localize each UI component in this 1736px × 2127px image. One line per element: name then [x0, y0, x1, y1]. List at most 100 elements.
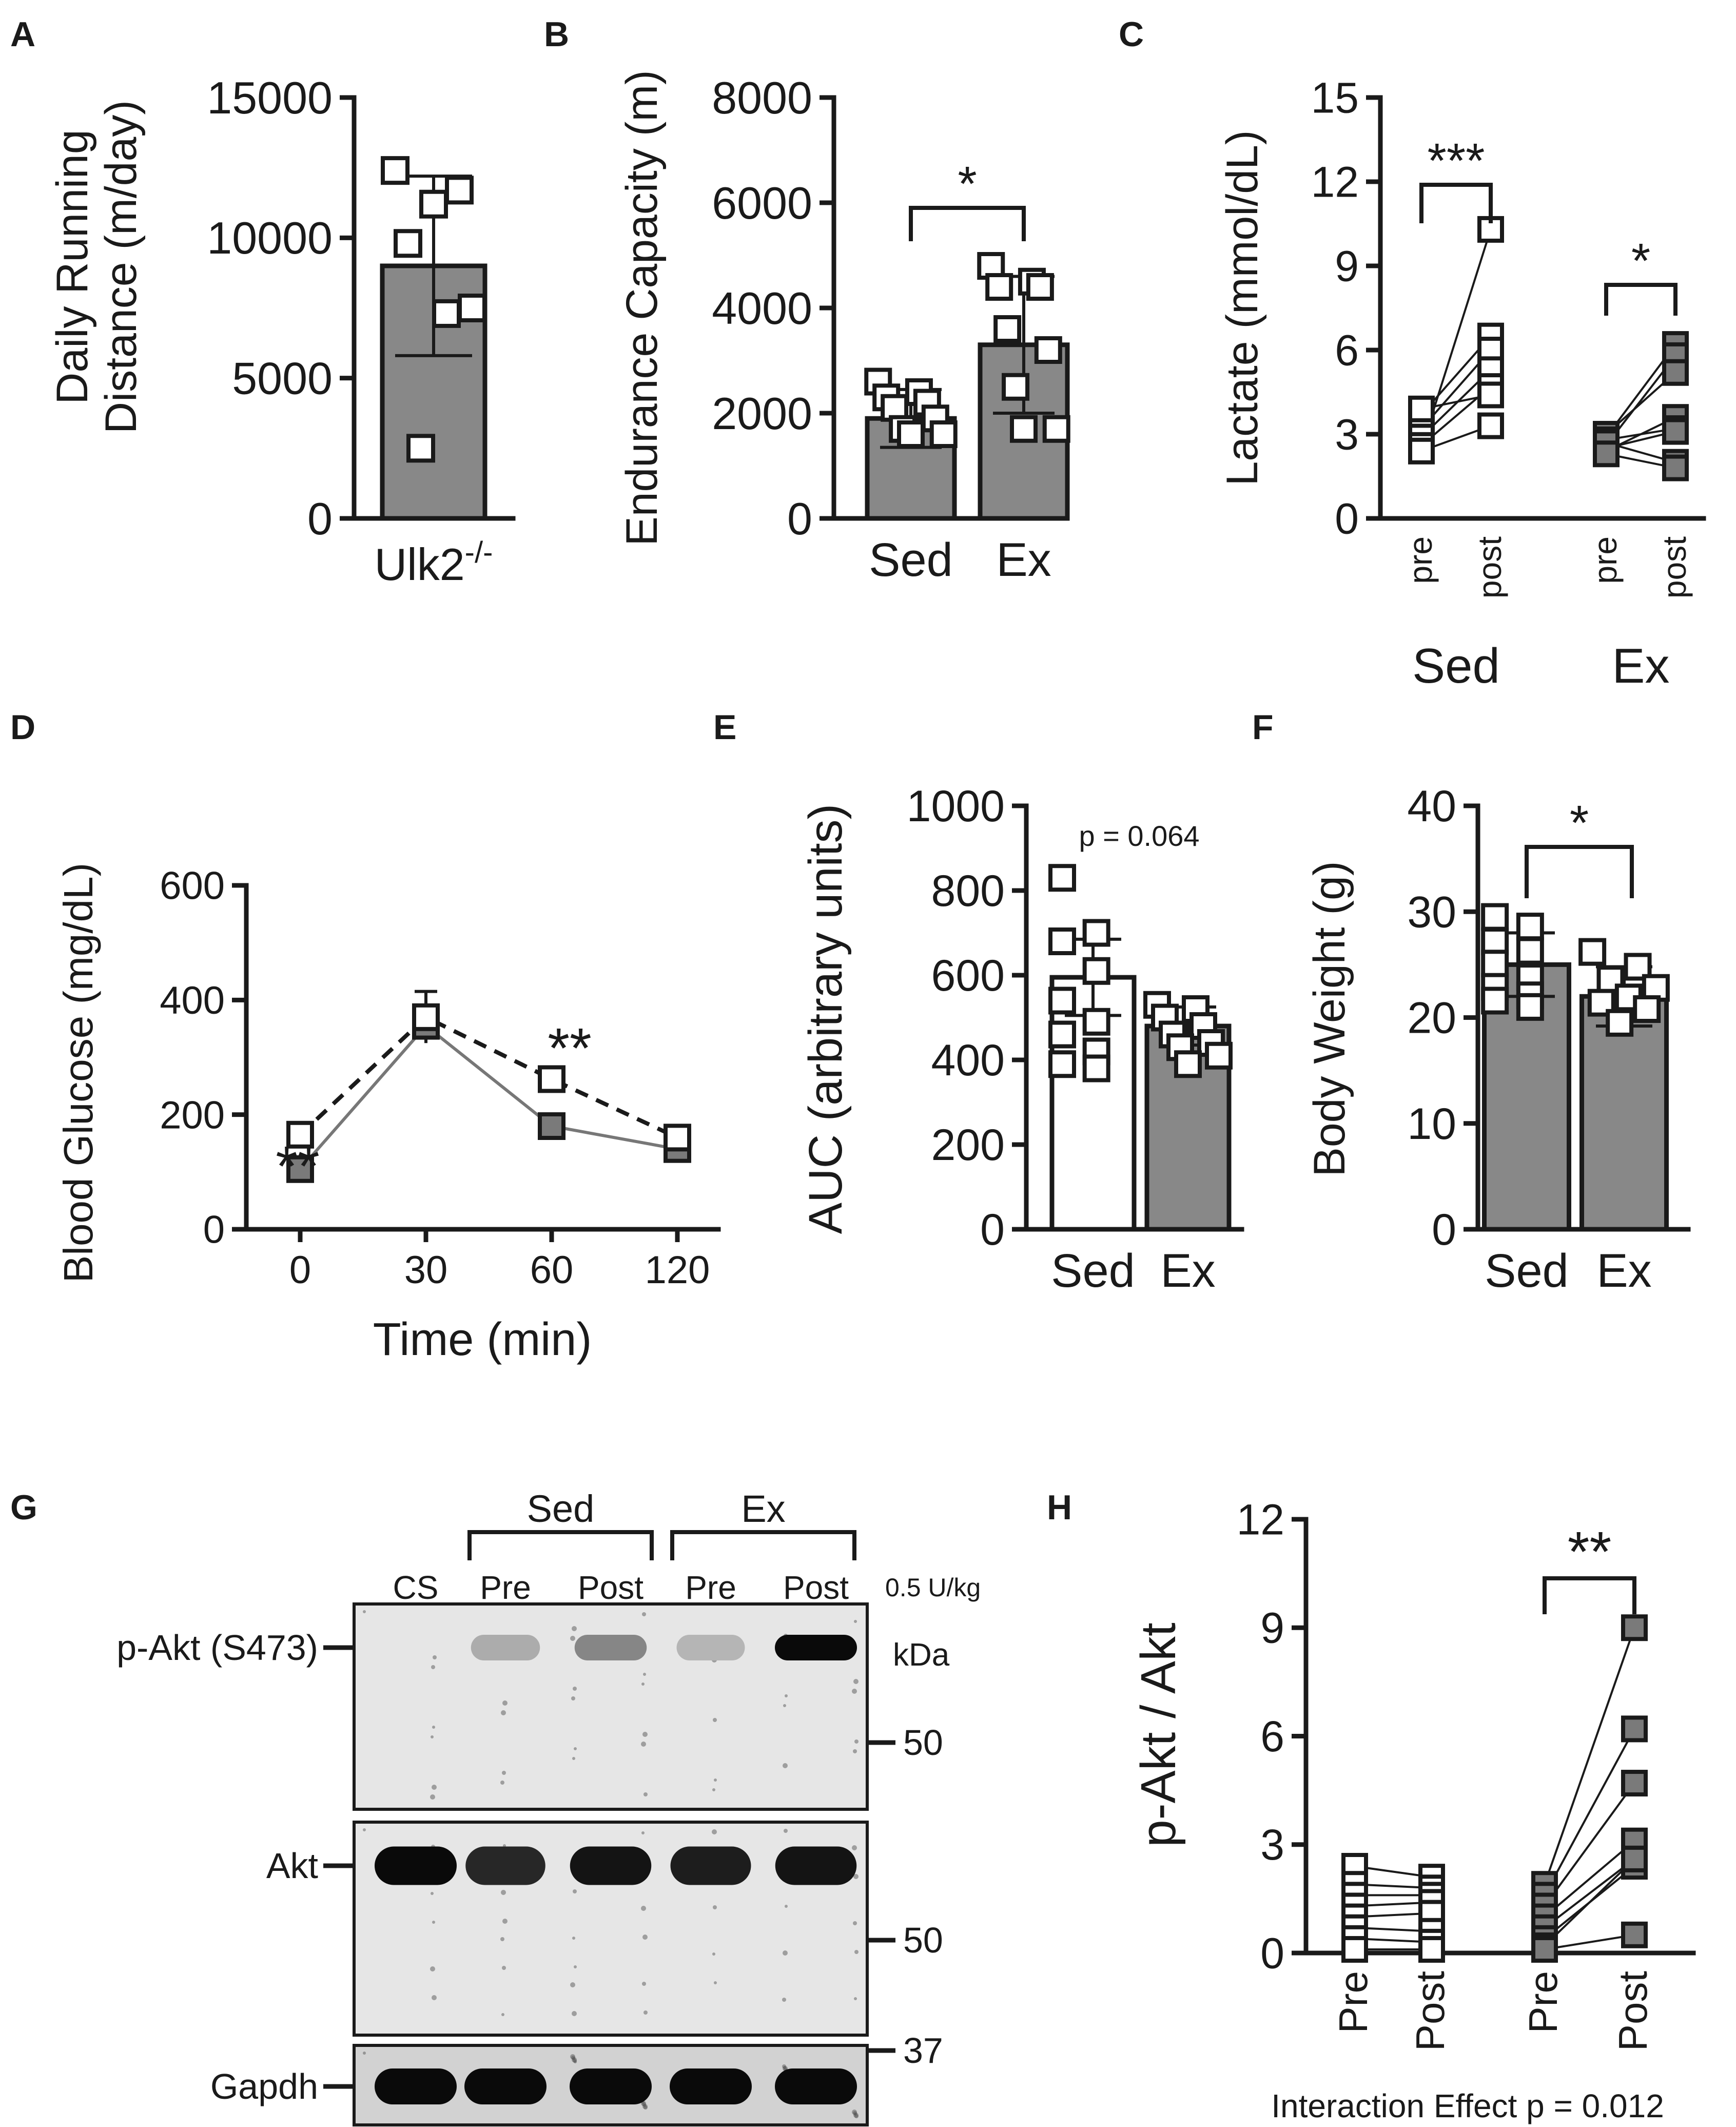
- panelF-y-tick-label: 10: [1407, 1099, 1456, 1149]
- blot-speckle: [785, 1905, 788, 1908]
- blot-speckle: [363, 1610, 366, 1613]
- panel-label-h: H: [1047, 1488, 1072, 1527]
- panelC-y-tick-label: 3: [1335, 410, 1359, 458]
- blot-speckle: [712, 1952, 715, 1956]
- blot-speckle: [713, 1905, 717, 1909]
- panelE-data-point: [1048, 927, 1076, 955]
- blot-speckle: [572, 1757, 575, 1760]
- panelE-y-tick-label: 200: [931, 1120, 1005, 1170]
- panelH-x-tick-label: Post: [1408, 1971, 1453, 2051]
- panelC-data-point: [1477, 412, 1504, 439]
- panelD-y-label: Blood Glucose (mg/dL): [55, 863, 101, 1283]
- panelE-data-point: [1205, 1041, 1233, 1070]
- panelH-data-point: [1621, 1770, 1648, 1797]
- blot-band: [775, 2068, 857, 2104]
- panelE-y-tick-label: 600: [931, 951, 1005, 1000]
- panelB-x-tick-label: Ex: [996, 534, 1051, 586]
- panelD-significance-label: **: [276, 1135, 320, 1198]
- blot-speckle: [783, 1763, 788, 1768]
- panelH-x-tick-label: Post: [1610, 1971, 1655, 2051]
- panelF-x-tick-label: Ex: [1596, 1245, 1651, 1297]
- panelB-data-point: [1026, 273, 1054, 301]
- panelD-significance-label: **: [548, 1017, 592, 1080]
- blot-speckle: [500, 1781, 504, 1785]
- panelH-significance-label: **: [1568, 1520, 1612, 1583]
- panelB-x-tick-label: Sed: [869, 534, 953, 586]
- blot-speckle: [641, 1683, 645, 1686]
- blot-speckle: [572, 2011, 577, 2016]
- blot-speckle: [853, 1921, 857, 1925]
- blot-speckle: [500, 1937, 504, 1941]
- blot-speckle: [501, 2013, 504, 2016]
- panelD-data-point: [286, 1155, 314, 1183]
- blot-speckle: [853, 1874, 859, 1879]
- blot-speckle: [430, 1794, 435, 1800]
- blot-speckle: [572, 1937, 575, 1940]
- blot-speckle: [854, 1997, 857, 2000]
- panelA-data-point: [458, 294, 486, 322]
- blot-speckle: [784, 1829, 788, 1833]
- panelA-x-label-base: Ulk2: [375, 539, 465, 590]
- blot-marker-label: 50: [903, 1920, 943, 1960]
- blot-speckle: [642, 1732, 648, 1737]
- blot-band: [676, 1635, 745, 1660]
- blot-row-label: p-Akt (S473): [116, 1628, 318, 1668]
- panelC-data-point: [1593, 440, 1620, 468]
- panelF-data-point: [1481, 903, 1509, 931]
- western-blot-panel-g: Sed Ex CS Pre Post Pre Post 0.5 U/kg p-Akt (S473…: [116, 1487, 981, 2126]
- panelF-data-point: [1481, 987, 1509, 1015]
- blot-band: [375, 2068, 457, 2104]
- blot-speckle: [642, 1612, 646, 1616]
- panelH-x-tick-label: Pre: [1331, 1971, 1376, 2033]
- blot-speckle: [363, 1828, 366, 1831]
- panelD-y-tick-label: 600: [160, 864, 225, 908]
- panelD-y-tick-label: 200: [160, 1093, 225, 1137]
- panelD-data-point: [664, 1124, 691, 1152]
- chart-panel-h: 0 3 6 9 12 p-Akt / Akt Pre Post Pre Post ** Interac…: [1131, 1495, 1696, 2124]
- blot-band: [670, 1846, 751, 1885]
- blot-band: [570, 1846, 652, 1885]
- blot-lane-label: Pre: [480, 1569, 531, 1606]
- panelF-data-point: [1481, 927, 1509, 955]
- blot-speckle: [502, 1700, 508, 1706]
- panelB-bracket: [909, 206, 1026, 241]
- blot-speckle: [714, 1778, 717, 1782]
- panelH-pair-line: [1544, 1933, 1635, 1950]
- panelE-data-point: [1048, 1020, 1076, 1049]
- panelE-y-tick-label: 0: [980, 1205, 1005, 1254]
- panelB-data-point: [1002, 373, 1030, 401]
- panelA-data-point: [406, 434, 435, 463]
- panelA-data-point: [394, 229, 422, 258]
- chart-panel-f: 0 10 20 30 40 Sed Ex Body Weight (g) *: [1305, 782, 1691, 1297]
- panelE-data-point: [1174, 1050, 1202, 1078]
- panelB-data-point: [1042, 415, 1070, 443]
- panelF-y-tick-label: 0: [1432, 1205, 1456, 1254]
- panelH-bracket: [1543, 1576, 1636, 1614]
- blot-band: [465, 1846, 545, 1885]
- panelE-data-point: [1082, 1054, 1110, 1082]
- panelC-data-point: [1662, 418, 1689, 445]
- blot-speckle: [432, 1785, 437, 1790]
- panelB-y-tick-label: 0: [787, 493, 812, 544]
- panelD-x-tick-label: 120: [645, 1248, 710, 1292]
- panelF-y-tick-label: 40: [1407, 782, 1456, 831]
- panelE-x-tick-label: Sed: [1051, 1245, 1135, 1297]
- blot-speckle: [712, 1788, 715, 1791]
- panelA-y-tick-label: 0: [307, 493, 333, 544]
- panelC-data-point: [1408, 395, 1435, 422]
- panelH-data-point: [1531, 1936, 1558, 1963]
- blot-speckle: [570, 1636, 575, 1641]
- panelF-data-point: [1516, 937, 1544, 965]
- panelA-y-tick-label: 10000: [207, 212, 333, 263]
- panelF-significance-label: *: [1570, 796, 1589, 850]
- panelC-y-tick-label: 9: [1335, 242, 1359, 290]
- blot-dose-label: 0.5 U/kg: [885, 1573, 981, 1602]
- panel-label-f: F: [1252, 708, 1274, 747]
- panelE-annotation: p = 0.064: [1079, 820, 1199, 852]
- panelH-pair-line: [1544, 1858, 1635, 1947]
- panelH-pair-line: [1544, 1627, 1635, 1885]
- panelB-y-tick-label: 6000: [712, 178, 812, 228]
- panelE-data-point: [1048, 987, 1076, 1015]
- panelD-data-point: [412, 1003, 440, 1031]
